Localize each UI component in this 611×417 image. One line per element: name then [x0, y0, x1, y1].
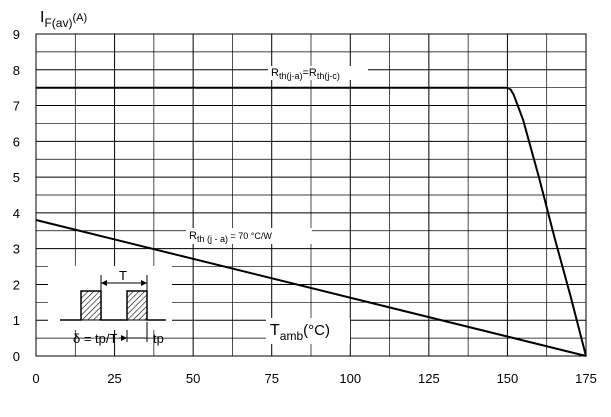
- y-axis-label-main: I: [40, 9, 44, 26]
- series-2-label-background: [186, 228, 312, 244]
- y-axis-label-unit: (A): [72, 12, 87, 24]
- x-tick-label: 100: [339, 371, 361, 386]
- x-axis-label-sub: amb: [280, 329, 304, 343]
- y-tick-labels: 0 1 2 3 4 5 6 7 8 9: [13, 27, 20, 364]
- x-tick-label: 50: [186, 371, 200, 386]
- series-1-label-sub: th(j-a): [279, 71, 303, 81]
- inset-period-arrowhead-left: [101, 280, 107, 286]
- y-tick-label: 3: [13, 242, 20, 257]
- x-axis-label-main: T: [270, 322, 280, 339]
- x-axis-label-unit: (°C): [303, 322, 330, 339]
- x-tick-label: 25: [107, 371, 121, 386]
- series-lines: [35, 86, 587, 357]
- series-line-1: [36, 86, 587, 357]
- x-tick-label: 0: [32, 371, 39, 386]
- y-axis-label: IF(av)(A): [40, 9, 87, 30]
- series-2-label-main: R: [189, 230, 197, 242]
- x-axis-label-background: [266, 318, 350, 344]
- x-tick-labels: 0 25 50 75 100 125 150 175: [32, 371, 596, 386]
- series-line-2: [35, 219, 587, 357]
- x-axis-label: Tamb(°C): [270, 322, 330, 343]
- pulse-inset: T δ = tp/T tp: [48, 266, 172, 346]
- y-tick-label: 2: [13, 277, 20, 292]
- series-1-label-background: [268, 66, 368, 80]
- y-tick-label: 4: [13, 206, 20, 221]
- x-tick-label: 175: [575, 371, 597, 386]
- y-tick-label: 6: [13, 134, 20, 149]
- series-1-label-sub2: th(j-c): [317, 71, 340, 81]
- series-2-label-mid: = 70 °C/W: [228, 231, 272, 241]
- inset-pulse-2-hatch: [126, 290, 148, 321]
- series-1-label: Rth(j-a)=Rth(j-c): [271, 67, 340, 81]
- y-tick-label: 8: [13, 63, 20, 78]
- y-tick-label: 9: [13, 27, 20, 42]
- inset-pulse-width-arrowhead: [121, 335, 127, 341]
- inset-pulse-1-hatch: [80, 290, 102, 321]
- y-tick-label: 5: [13, 170, 20, 185]
- series-2-label-sub: th (j - a): [197, 234, 228, 244]
- x-tick-label: 75: [264, 371, 278, 386]
- plot-frame: [35, 33, 587, 357]
- y-axis-label-sub: F(av): [44, 16, 72, 30]
- series-1-label-main: R: [271, 67, 279, 79]
- inset-period-arrowhead-right: [141, 280, 147, 286]
- y-tick-label: 0: [13, 349, 20, 364]
- y-tick-label: 7: [13, 99, 20, 114]
- inset-duty-label: δ = tp/T: [73, 331, 118, 346]
- series-2-label: Rth (j - a) = 70 °C/W: [189, 230, 272, 244]
- inset-pulse-label: tp: [153, 331, 164, 346]
- x-tick-label: 150: [497, 371, 519, 386]
- series-1-label-mid: =R: [302, 67, 316, 79]
- inset-period-label: T: [119, 268, 127, 283]
- inset-pulse-waveform: [60, 290, 166, 321]
- x-tick-label: 125: [418, 371, 440, 386]
- y-tick-label: 1: [13, 313, 20, 328]
